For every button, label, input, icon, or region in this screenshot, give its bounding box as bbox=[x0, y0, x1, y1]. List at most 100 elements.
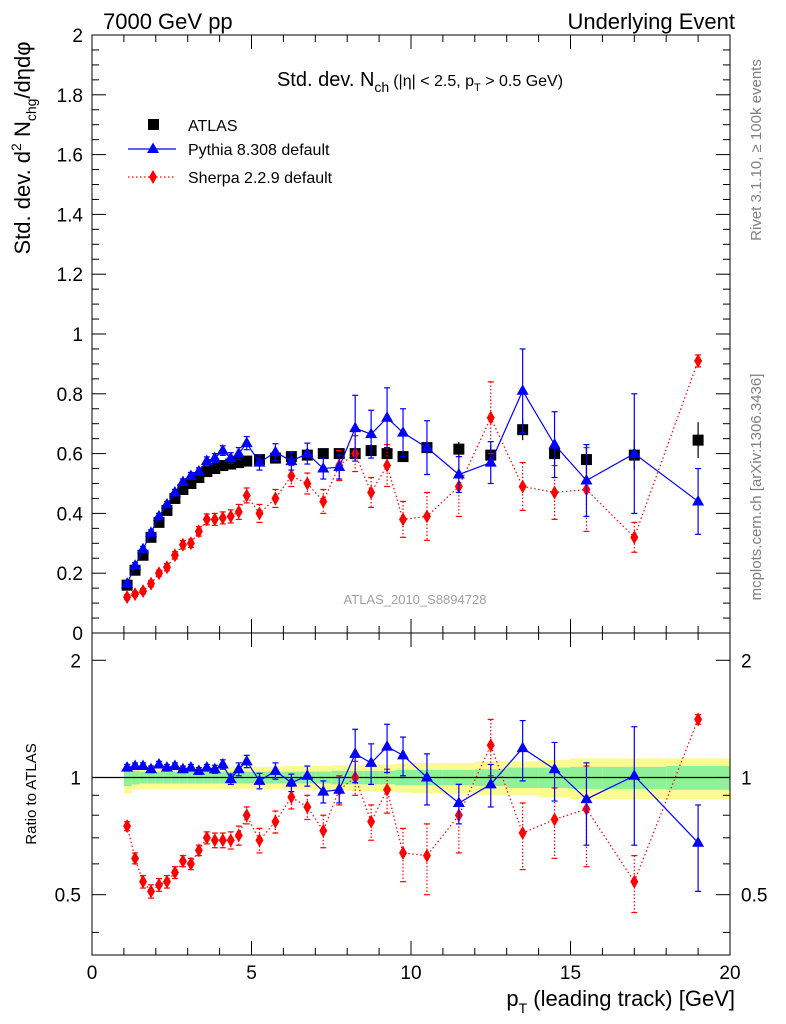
sherpa-point bbox=[399, 512, 408, 527]
x-axis-label-rest: (leading track) [GeV] bbox=[527, 986, 735, 1011]
pythia-point bbox=[208, 451, 221, 463]
ratio-sherpa-point bbox=[131, 851, 140, 866]
atlas-point bbox=[381, 448, 393, 460]
legend: ATLAS Pythia 8.308 default Sherpa 2.2.9 … bbox=[128, 118, 333, 187]
pythia-point bbox=[168, 485, 181, 497]
y-tick-label: 1.8 bbox=[57, 86, 83, 107]
sherpa-point bbox=[139, 584, 148, 599]
sherpa-point bbox=[550, 485, 559, 500]
ratio-sherpa-point bbox=[630, 874, 639, 889]
pythia-point bbox=[381, 411, 394, 422]
y-axis-label-part1: Std. dev. d bbox=[10, 151, 35, 255]
sherpa-point bbox=[383, 458, 392, 473]
y-axis-label-sub: chg bbox=[23, 99, 39, 122]
sherpa-point bbox=[367, 485, 376, 500]
pythia-point bbox=[232, 447, 245, 458]
atlas-point bbox=[129, 564, 141, 576]
sherpa-point bbox=[486, 410, 495, 425]
analysis-label: ATLAS_2010_S8894728 bbox=[344, 592, 487, 607]
pythia-point bbox=[216, 444, 229, 455]
ratio-sherpa-point bbox=[234, 828, 243, 843]
ratio-sherpa-point bbox=[303, 799, 312, 814]
sherpa-point bbox=[186, 536, 195, 551]
ratio-sherpa-point bbox=[226, 833, 235, 848]
pythia-point bbox=[349, 421, 362, 433]
atlas-point bbox=[201, 466, 213, 478]
ratio-sherpa-point bbox=[218, 833, 227, 848]
ratio-pythia-point bbox=[484, 777, 497, 789]
sherpa-point bbox=[226, 509, 235, 524]
ratio-y-tick-label: 1 bbox=[70, 768, 81, 789]
pythia-point bbox=[224, 451, 237, 463]
pythia-point bbox=[628, 447, 641, 458]
atlas-point bbox=[177, 483, 189, 495]
y-axis-label-part2: N bbox=[10, 121, 35, 143]
ratio-sherpa-point bbox=[162, 874, 171, 889]
ratio-pythia-point bbox=[200, 761, 213, 772]
atlas-point bbox=[333, 448, 345, 460]
pythia-point bbox=[200, 454, 213, 466]
atlas-point bbox=[153, 516, 165, 528]
ratio-pythia-point bbox=[184, 761, 197, 772]
atlas-point bbox=[233, 457, 245, 469]
ratio-pythia-point bbox=[301, 769, 314, 780]
y-tick-label: 0.6 bbox=[57, 445, 83, 466]
pythia-point bbox=[548, 438, 561, 449]
sherpa-point bbox=[255, 506, 264, 521]
legend-marker-pythia bbox=[147, 142, 159, 153]
ratio-pythia-point bbox=[628, 769, 641, 780]
y-tick-label: 1.6 bbox=[57, 146, 83, 167]
ratio-pythia-point bbox=[168, 759, 181, 771]
ratio-sherpa-point bbox=[170, 865, 179, 880]
ratio-pythia-point bbox=[548, 762, 561, 774]
ratio-y-axis-label: Ratio to ATLAS bbox=[23, 743, 40, 844]
mcplots-label: mcplots.cern.ch [arXiv:1306.3436] bbox=[748, 374, 765, 601]
ratio-pythia-point bbox=[253, 774, 266, 785]
sherpa-point bbox=[234, 504, 243, 519]
legend-label-pythia: Pythia 8.308 default bbox=[188, 142, 330, 159]
sherpa-point bbox=[303, 476, 312, 491]
plot-title-sub: ch bbox=[374, 79, 389, 95]
sherpa-point bbox=[131, 587, 140, 602]
x-axis-label: pT (leading track) [GeV] bbox=[506, 986, 735, 1016]
sherpa-point bbox=[630, 530, 639, 545]
ratio-pythia-point bbox=[420, 770, 433, 782]
plot-title-cond-end: > 0.5 GeV) bbox=[481, 73, 563, 90]
ratio-sherpa-point bbox=[319, 823, 328, 838]
ratio-pythia-point bbox=[333, 783, 346, 794]
y-tick-label: 0.4 bbox=[57, 504, 84, 525]
ratio-pythia-point bbox=[240, 754, 253, 766]
ratio-sherpa-point bbox=[194, 843, 203, 858]
sherpa-point bbox=[154, 566, 163, 581]
sherpa-point bbox=[422, 509, 431, 524]
ratio-sherpa-point bbox=[399, 845, 408, 860]
ratio-pythia-point bbox=[137, 759, 150, 771]
pythia-point bbox=[452, 468, 465, 479]
pythia-line bbox=[126, 389, 699, 584]
ratio-pythia-point bbox=[580, 792, 593, 804]
pythia-point bbox=[692, 494, 705, 506]
legend-marker-sherpa bbox=[149, 170, 157, 184]
x-tick-label: 20 bbox=[719, 963, 740, 984]
main-plot-panel: 00.20.40.60.811.21.41.61.82 Std. dev. Nc… bbox=[8, 26, 731, 645]
plot-title-cond-sub: T bbox=[474, 82, 481, 94]
sherpa-point bbox=[518, 479, 527, 494]
ratio-pythia-point bbox=[129, 759, 142, 771]
sherpa-point bbox=[271, 491, 280, 506]
pythia-point bbox=[240, 436, 253, 448]
pythia-point bbox=[365, 427, 378, 439]
atlas-point bbox=[453, 443, 465, 455]
sherpa-point bbox=[162, 560, 171, 575]
plot-title: Std. dev. Nch (|η| < 2.5, pT > 0.5 GeV) bbox=[277, 69, 563, 95]
pythia-point bbox=[333, 460, 346, 472]
sherpa-point bbox=[194, 524, 203, 539]
ratio-y-tick-label-right: 0.5 bbox=[741, 886, 767, 907]
ratio-pythia-point bbox=[365, 756, 378, 767]
ratio-sherpa-point bbox=[202, 830, 211, 845]
ratio-pythia-point bbox=[232, 762, 245, 774]
pythia-point bbox=[285, 454, 298, 466]
ratio-sherpa-point bbox=[486, 738, 495, 753]
atlas-point bbox=[137, 549, 149, 561]
pythia-point bbox=[317, 462, 330, 473]
ratio-pythia-point bbox=[269, 764, 282, 775]
